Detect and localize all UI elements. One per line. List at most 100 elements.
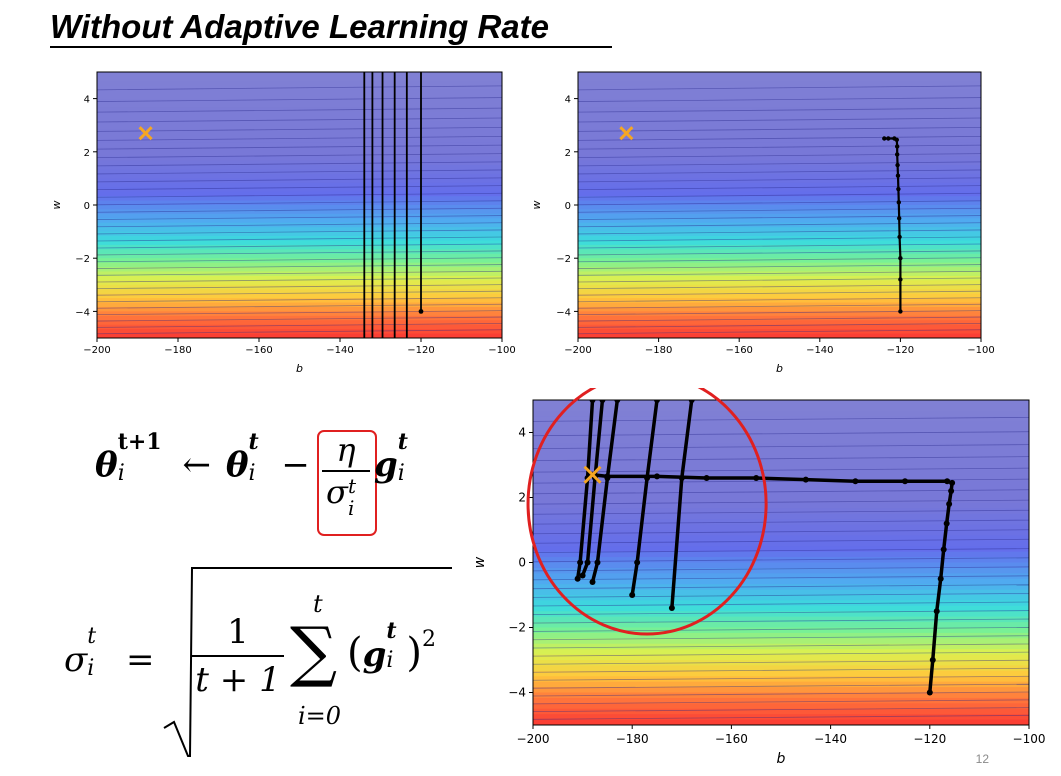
- x-tick-label: −120: [887, 345, 914, 356]
- contour-band: [533, 519, 1029, 526]
- gradient-paths: [574, 400, 956, 696]
- contour-line: [97, 270, 502, 276]
- contour-line: [578, 97, 981, 102]
- contour-band: [533, 708, 1029, 715]
- descent-path-3: [590, 400, 620, 583]
- contour-band: [97, 120, 502, 126]
- contour-band: [97, 329, 502, 335]
- contour-line: [578, 222, 981, 228]
- y-tick-label: 4: [84, 95, 90, 106]
- contour-line: [578, 284, 981, 290]
- contour-line: [533, 651, 1029, 657]
- contour-line: [533, 683, 1029, 689]
- contour-band: [533, 530, 1029, 537]
- contour-line: [533, 635, 1029, 641]
- contour-band: [578, 333, 981, 338]
- contour-band: [578, 222, 981, 228]
- descent-step-point: [896, 186, 901, 192]
- contour-band: [533, 535, 1029, 542]
- contour-band: [578, 271, 981, 277]
- descent-step-point: [940, 546, 947, 553]
- contour-band: [97, 125, 502, 131]
- contour-line: [533, 557, 1029, 563]
- contour-band: [578, 200, 981, 206]
- contour-line: [578, 200, 981, 206]
- contour-line: [578, 236, 981, 242]
- descent-step-point: [933, 608, 940, 615]
- contour-band: [578, 151, 981, 157]
- contour-line: [578, 243, 981, 249]
- contour-band: [533, 595, 1029, 602]
- contour-line: [578, 117, 981, 123]
- descent-step-point: [644, 475, 651, 481]
- contour-line: [97, 136, 502, 141]
- contour-band: [97, 111, 502, 117]
- contour-band: [578, 169, 981, 175]
- descent-step-point: [892, 136, 897, 141]
- descent-step-point: [629, 592, 636, 598]
- contour-line: [97, 144, 502, 150]
- summation-lower-limit: i=0: [298, 702, 342, 730]
- descent-path-5: [575, 400, 595, 580]
- contour-band: [97, 89, 502, 95]
- contour-band: [533, 584, 1029, 591]
- contour-band: [533, 654, 1029, 661]
- y-tick-label: 0: [518, 556, 526, 570]
- descent-step-point: [895, 173, 901, 178]
- optimum-marker: [583, 465, 602, 484]
- gradient-paths: [363, 72, 424, 338]
- contour-band: [533, 627, 1029, 634]
- contour-band: [97, 80, 502, 86]
- contour-band: [533, 681, 1029, 688]
- contour-band: [578, 329, 981, 335]
- y-tick-label: 0: [84, 201, 90, 212]
- contour-band: [578, 76, 981, 82]
- contour-band: [578, 262, 981, 268]
- page-number: 12: [975, 752, 989, 766]
- contour-band: [97, 191, 502, 197]
- contour-line: [97, 207, 502, 213]
- y-tick-label: 2: [84, 148, 90, 159]
- contour-line: [533, 691, 1029, 697]
- contour-band: [97, 222, 502, 228]
- contour-line: [578, 310, 981, 316]
- contour-band: [97, 311, 502, 317]
- contour-line: [533, 499, 1029, 505]
- summation-symbol: ∑: [290, 613, 338, 690]
- sqrt-radical: [163, 567, 452, 757]
- contour-band: [97, 258, 502, 264]
- contour-line: [97, 257, 502, 263]
- descent-step-point: [926, 689, 933, 696]
- contour-line: [578, 250, 981, 256]
- contour-band: [578, 196, 981, 202]
- squared-gradient-term: (g t i )2: [347, 618, 436, 676]
- contour-band: [97, 280, 502, 286]
- contour-band: [578, 160, 981, 166]
- highlight-ellipse: [526, 388, 768, 636]
- contour-band: [578, 209, 981, 215]
- x-tick-label: −200: [564, 345, 591, 356]
- contour-band: [578, 147, 981, 153]
- descent-step-point: [604, 475, 611, 481]
- contour-line: [578, 229, 981, 235]
- contour-band: [97, 275, 502, 281]
- contour-band: [578, 191, 981, 197]
- contour-band: [533, 437, 1029, 444]
- contour-line: [578, 207, 981, 213]
- x-tick-label: −140: [806, 345, 833, 356]
- contour-line: [533, 714, 1029, 720]
- contour-line: [97, 323, 502, 328]
- contour-line: [533, 675, 1029, 681]
- contour-band: [533, 465, 1029, 472]
- contour-band: [97, 284, 502, 290]
- descent-step-point: [902, 478, 908, 485]
- contour-line: [578, 329, 981, 335]
- contour-band: [97, 103, 502, 109]
- descent-step-point: [929, 657, 936, 663]
- contour-line: [533, 667, 1029, 673]
- contour-band: [533, 540, 1029, 547]
- y-tick-label: −4: [75, 307, 90, 318]
- contour-plot-zigzag-path: −200 −180 −160 −140 −120 −100 −4 −2 0 2 4 b w: [472, 388, 1045, 767]
- descent-step-point: [937, 575, 944, 582]
- contour-band: [533, 578, 1029, 585]
